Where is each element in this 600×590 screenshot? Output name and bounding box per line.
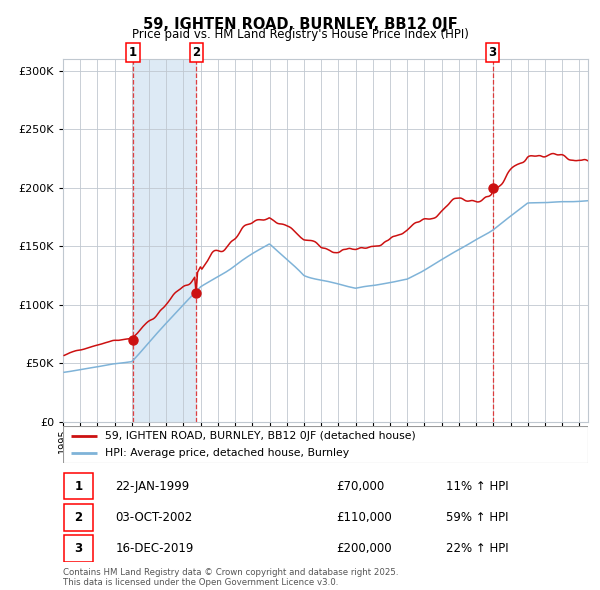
Bar: [64, 504, 93, 530]
Text: 59, IGHTEN ROAD, BURNLEY, BB12 0JF: 59, IGHTEN ROAD, BURNLEY, BB12 0JF: [143, 17, 457, 31]
Text: 1: 1: [74, 480, 83, 493]
Text: 11% ↑ HPI: 11% ↑ HPI: [446, 480, 509, 493]
Text: £110,000: £110,000: [336, 511, 392, 524]
Text: £70,000: £70,000: [336, 480, 384, 493]
Text: 3: 3: [488, 46, 497, 59]
Bar: [64, 535, 93, 562]
Bar: [64, 473, 93, 499]
Text: 2: 2: [193, 46, 200, 59]
Text: £200,000: £200,000: [336, 542, 392, 555]
Text: 59, IGHTEN ROAD, BURNLEY, BB12 0JF (detached house): 59, IGHTEN ROAD, BURNLEY, BB12 0JF (deta…: [105, 431, 416, 441]
Text: 16-DEC-2019: 16-DEC-2019: [115, 542, 194, 555]
Text: 03-OCT-2002: 03-OCT-2002: [115, 511, 193, 524]
Text: 59% ↑ HPI: 59% ↑ HPI: [446, 511, 509, 524]
Text: 2: 2: [74, 511, 83, 524]
Text: 22-JAN-1999: 22-JAN-1999: [115, 480, 190, 493]
Bar: [133, 59, 196, 422]
Text: Price paid vs. HM Land Registry's House Price Index (HPI): Price paid vs. HM Land Registry's House …: [131, 28, 469, 41]
Text: 3: 3: [74, 542, 83, 555]
Text: 1: 1: [129, 46, 137, 59]
Text: 22% ↑ HPI: 22% ↑ HPI: [446, 542, 509, 555]
Text: HPI: Average price, detached house, Burnley: HPI: Average price, detached house, Burn…: [105, 448, 349, 458]
Text: Contains HM Land Registry data © Crown copyright and database right 2025.
This d: Contains HM Land Registry data © Crown c…: [63, 568, 398, 587]
